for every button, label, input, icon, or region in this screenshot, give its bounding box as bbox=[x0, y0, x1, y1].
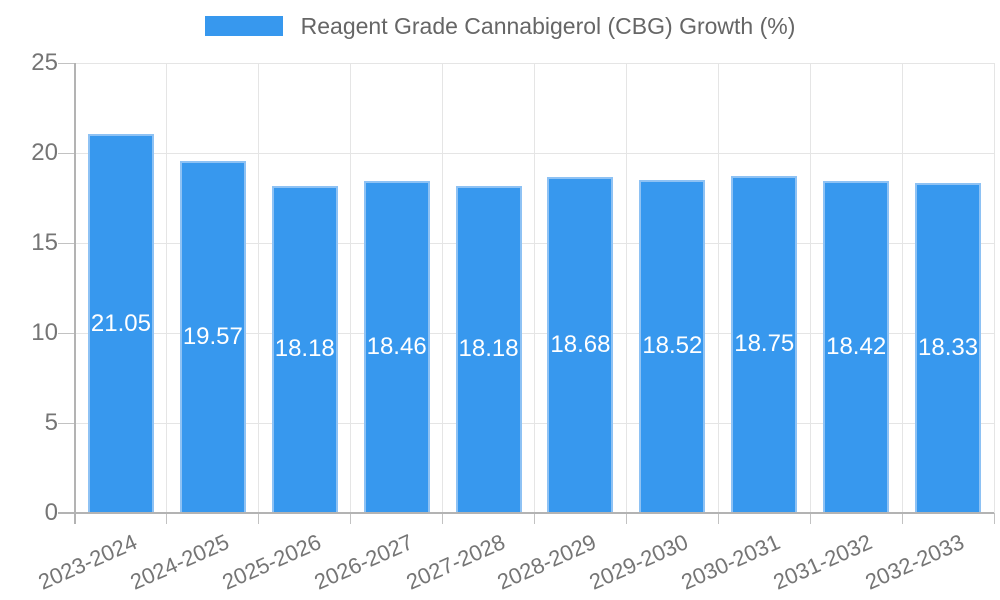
x-axis-tick-mark bbox=[901, 513, 903, 524]
horizontal-gridline bbox=[75, 422, 994, 424]
horizontal-gridline bbox=[75, 332, 994, 334]
y-axis-tick-label: 25 bbox=[31, 49, 58, 76]
x-axis-tick-mark bbox=[534, 513, 535, 524]
vertical-gridline bbox=[534, 63, 535, 513]
y-axis-line bbox=[74, 63, 76, 524]
x-axis-tick-mark bbox=[258, 513, 260, 524]
x-axis-tick-mark bbox=[442, 513, 444, 524]
horizontal-gridline bbox=[75, 242, 994, 244]
bar bbox=[639, 179, 706, 513]
y-axis-tick-mark bbox=[58, 332, 75, 334]
vertical-gridline bbox=[993, 63, 995, 513]
vertical-gridline bbox=[258, 63, 260, 513]
vertical-gridline bbox=[809, 63, 811, 513]
bar-value-label: 19.57 bbox=[182, 322, 243, 350]
bar bbox=[823, 181, 890, 513]
vertical-gridline bbox=[901, 63, 903, 513]
x-axis-tick-mark bbox=[350, 513, 352, 524]
bar-value-label: 18.42 bbox=[826, 333, 887, 361]
y-axis-tick-mark bbox=[58, 422, 75, 424]
bar bbox=[363, 180, 430, 513]
x-axis-tick-mark bbox=[809, 513, 811, 524]
y-axis-tick-mark bbox=[58, 152, 75, 154]
x-axis-tick-mark bbox=[993, 513, 995, 524]
y-axis-tick-label: 10 bbox=[31, 319, 58, 346]
bar bbox=[87, 134, 154, 513]
bar-value-label: 18.18 bbox=[458, 335, 519, 363]
bar bbox=[179, 160, 246, 513]
x-axis-tick-mark bbox=[717, 513, 719, 524]
bar-value-label: 18.52 bbox=[642, 332, 703, 360]
vertical-gridline bbox=[166, 63, 168, 513]
x-axis-tick-mark bbox=[166, 513, 168, 524]
vertical-gridline bbox=[442, 63, 444, 513]
bar-value-label: 18.18 bbox=[274, 335, 335, 363]
vertical-gridline bbox=[625, 63, 627, 513]
vertical-gridline bbox=[350, 63, 352, 513]
bar bbox=[915, 183, 982, 513]
bar-value-label: 18.33 bbox=[918, 334, 979, 362]
y-axis-tick-label: 5 bbox=[44, 409, 58, 436]
bar bbox=[547, 176, 614, 513]
bar-value-label: 18.46 bbox=[366, 332, 427, 360]
horizontal-gridline bbox=[75, 62, 994, 64]
bar bbox=[731, 175, 798, 513]
horizontal-gridline bbox=[75, 152, 994, 154]
vertical-gridline bbox=[717, 63, 719, 513]
bar bbox=[271, 185, 338, 513]
legend-swatch-icon bbox=[204, 16, 283, 36]
bar-value-label: 18.75 bbox=[734, 330, 795, 358]
x-axis-line bbox=[58, 512, 994, 514]
y-axis-tick-label: 20 bbox=[31, 139, 58, 166]
legend-label: Reagent Grade Cannabigerol (CBG) Growth … bbox=[300, 13, 796, 39]
legend[interactable]: Reagent Grade Cannabigerol (CBG) Growth … bbox=[0, 13, 1000, 39]
bar-value-label: 21.05 bbox=[90, 309, 151, 337]
y-axis-tick-label: 15 bbox=[31, 229, 58, 256]
bar bbox=[455, 185, 522, 513]
y-axis-tick-label: 0 bbox=[44, 499, 58, 526]
y-axis-tick-mark bbox=[58, 242, 75, 244]
bar-value-label: 18.68 bbox=[550, 330, 611, 358]
y-axis-tick-mark bbox=[58, 62, 75, 64]
x-axis-tick-mark bbox=[625, 513, 627, 524]
